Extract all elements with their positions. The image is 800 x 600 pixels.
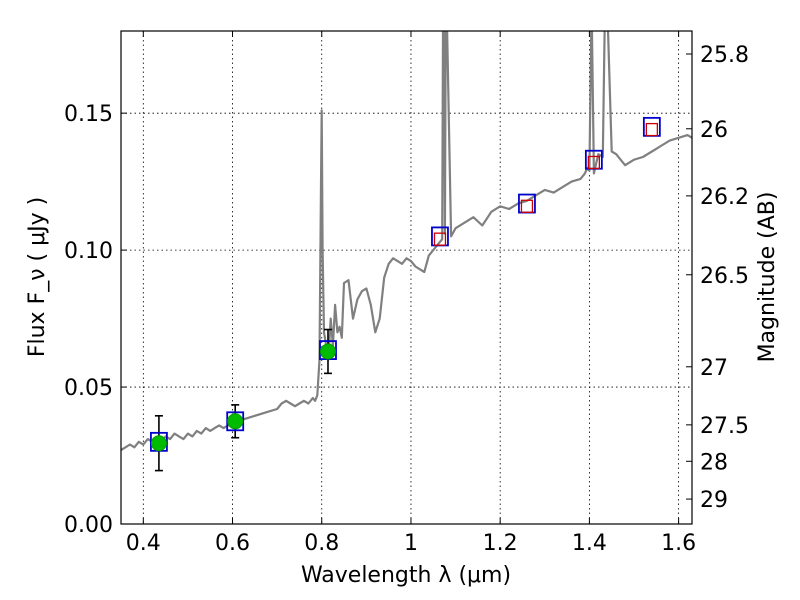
right-tick-label: 26 (700, 118, 728, 143)
x-tick-label: 1.6 (661, 531, 696, 556)
y-tick-label: 0.15 (64, 102, 113, 127)
limit-point (433, 232, 447, 246)
x-tick-label: 1.2 (483, 531, 518, 556)
right-tick-label: 28 (700, 450, 728, 475)
y-axis-label: Flux F_ν ( μJy ) (25, 197, 50, 357)
x-tick-label: 0.6 (215, 531, 250, 556)
detection-point (227, 413, 244, 430)
axis-ticks: 0.4 0.6 0.8 1 1.2 1.4 1.6 0.00 0.05 0.10 0.15 25.8 2… (64, 31, 749, 556)
limit-point (645, 122, 659, 137)
y-tick-label: 0.10 (64, 239, 113, 264)
right-tick-label: 27.5 (700, 414, 749, 439)
limit-point (587, 155, 601, 170)
y-tick-label: 0.05 (64, 376, 113, 401)
plot-frame (120, 30, 693, 525)
x-axis-label: Wavelength λ (μm) (301, 563, 511, 588)
grid-lines (121, 31, 692, 525)
right-tick-label: 29 (700, 488, 728, 513)
x-tick-label: 0.8 (304, 531, 339, 556)
x-tick-label: 1 (404, 531, 418, 556)
plot-area (121, 31, 692, 472)
right-axis-label: Magnitude (AB) (755, 192, 780, 363)
y-tick-label: 0.00 (64, 513, 113, 538)
x-tick-label: 1.4 (572, 531, 607, 556)
plot-background (121, 31, 692, 524)
detection-point (319, 343, 336, 360)
detection-point (150, 435, 167, 452)
right-tick-label: 26.5 (700, 264, 749, 289)
limit-point (520, 199, 534, 213)
right-tick-label: 27 (700, 356, 728, 381)
right-tick-label: 26.2 (700, 185, 749, 210)
right-tick-label: 25.8 (700, 43, 749, 68)
x-tick-label: 0.4 (126, 531, 161, 556)
